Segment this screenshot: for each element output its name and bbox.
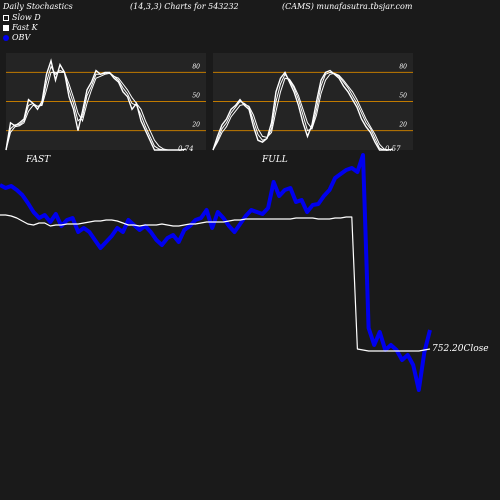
obv-swatch-icon: [3, 34, 9, 41]
stoch-panel-2: 20 50 80 0.57 FULL: [212, 53, 413, 165]
panel-title: FAST: [25, 155, 51, 165]
main-panel: 752.20Close: [0, 153, 489, 392]
last-value-label: 0.74: [178, 145, 194, 153]
stoch-panel-1: 20 50 80 0.74 FAST: [5, 53, 206, 165]
panel-title: FULL: [261, 155, 288, 165]
chart-title: Daily Stochastics: [3, 2, 73, 11]
slow-swatch-icon: [3, 14, 9, 21]
level-label-50: 50: [192, 93, 200, 100]
site-name: (CAMS) munafasutra.tbsjar.com: [282, 2, 413, 11]
level-label-80: 80: [399, 63, 407, 70]
legend-slow-label: Slow D: [12, 13, 41, 22]
legend-obv-label: OBV: [12, 33, 31, 42]
stoch-series-3: [5, 71, 187, 151]
legend-obv: OBV: [3, 33, 30, 42]
level-label-20: 20: [398, 122, 407, 129]
legend-slow: Slow D: [3, 13, 41, 22]
fast-swatch-icon: [3, 24, 9, 31]
stoch-series-2: [212, 71, 394, 151]
close-value-label: 752.20Close: [432, 344, 489, 354]
level-label-50: 50: [399, 93, 407, 100]
level-label-80: 80: [192, 63, 200, 70]
legend-fast: Fast K: [3, 23, 38, 32]
last-value-label: 0.57: [385, 145, 401, 153]
stoch-series-3: [212, 72, 394, 151]
legend-fast-label: Fast K: [12, 23, 38, 32]
chart-params: (14,3,3) Charts for 543232: [130, 2, 239, 11]
level-label-20: 20: [191, 122, 200, 129]
close-line: [0, 214, 431, 352]
stoch-series-2: [5, 65, 187, 151]
obv-line: [0, 153, 432, 392]
stoch-series-1: [5, 58, 187, 151]
stoch-series-1: [212, 69, 394, 151]
